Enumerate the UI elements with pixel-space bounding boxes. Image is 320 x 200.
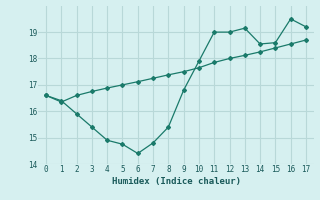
X-axis label: Humidex (Indice chaleur): Humidex (Indice chaleur) [111,177,241,186]
